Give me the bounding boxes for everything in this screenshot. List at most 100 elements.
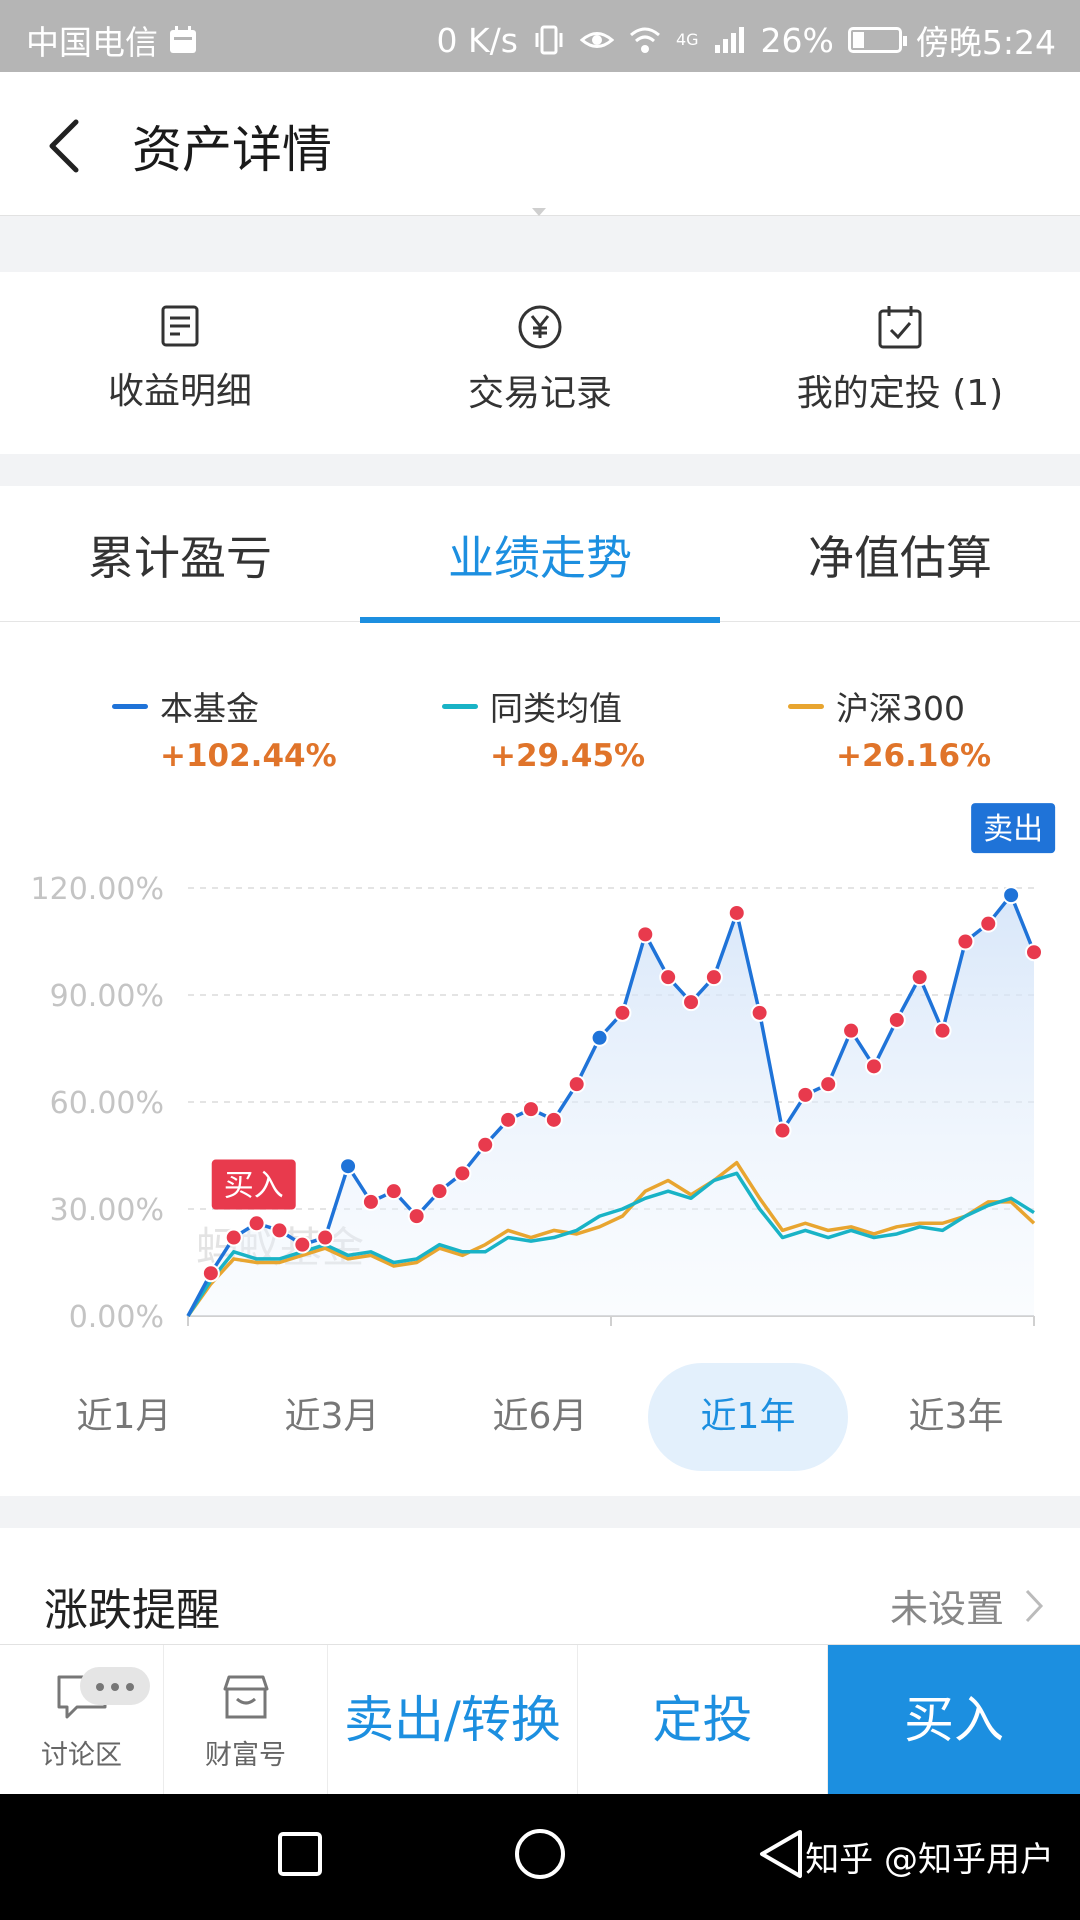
action-bar: 讨论区 财富号 卖出/转换 定投 买入 <box>0 1644 1080 1794</box>
legend-swatch <box>788 703 824 709</box>
buy-point <box>384 1182 403 1201</box>
period-1y[interactable]: 近1年 <box>648 1363 848 1471</box>
sell-point <box>590 1028 609 1047</box>
wifi-icon <box>629 27 660 53</box>
period-3y[interactable]: 近3年 <box>908 1396 1004 1437</box>
home-circle-icon[interactable] <box>512 1826 568 1882</box>
tab-nav-estimate[interactable]: 净值估算 <box>808 531 992 585</box>
back-arrow-icon[interactable] <box>44 116 84 176</box>
series-line-沪深300 <box>186 1160 1036 1318</box>
buy-point <box>842 1021 861 1040</box>
price-alert-status: 未设置 <box>889 1587 1004 1631</box>
quick-links: 收益明细 交易记录 我的定投 (1) <box>0 272 1080 454</box>
buy-point <box>659 968 678 987</box>
buy-point <box>407 1207 426 1226</box>
legend-item-fund: 本基金 +102.44% <box>112 682 337 774</box>
quick-link-trade-records[interactable]: 交易记录 <box>360 272 720 454</box>
tab-performance-trend[interactable]: 业绩走势 <box>360 486 720 623</box>
clock: 傍晚5:24 <box>915 23 1056 62</box>
buy-point <box>361 1192 380 1211</box>
back-triangle-icon[interactable] <box>752 1826 808 1882</box>
system-nav-bar: 知乎 @知乎用户 <box>0 1794 1080 1920</box>
buy-point <box>544 1110 563 1129</box>
chart-legend: 本基金 +102.44% 同类均值 +29.45% 沪深300 +26.16% <box>0 682 1080 782</box>
buy-point <box>293 1235 312 1254</box>
buy-point <box>819 1075 838 1094</box>
buy-point <box>201 1264 220 1283</box>
sell-point <box>1002 886 1021 905</box>
buy-point <box>430 1182 449 1201</box>
buy-point <box>521 1100 540 1119</box>
buy-tag-label: 买入 <box>224 1169 284 1204</box>
network-speed: 0 K/s <box>436 20 518 60</box>
discussion-button[interactable]: 讨论区 <box>0 1645 164 1794</box>
period-1m[interactable]: 近1月 <box>76 1396 172 1437</box>
legend-swatch <box>112 703 148 709</box>
calendar-icon <box>878 306 922 349</box>
quick-link-label: 收益明细 <box>107 371 252 412</box>
vibrate-icon <box>535 25 563 55</box>
quick-link-income-detail[interactable]: 收益明细 <box>0 272 360 454</box>
quick-link-label: 我的定投 (1) <box>796 373 1004 414</box>
period-3m[interactable]: 近3月 <box>284 1396 380 1437</box>
sell-tag <box>971 803 1056 854</box>
legend-item-csi300: 沪深300 +26.16% <box>788 682 991 774</box>
quick-link-my-sip[interactable]: 我的定投 (1) <box>720 272 1080 454</box>
buy-point <box>933 1021 952 1040</box>
buy-point <box>796 1085 815 1104</box>
eye-icon <box>579 32 614 48</box>
buy-point <box>499 1110 518 1129</box>
battery-percent: 26% <box>760 20 834 60</box>
legend-swatch <box>442 703 478 709</box>
watermark: 知乎 @知乎用户 <box>805 1840 1054 1880</box>
carrier-label: 中国电信 <box>26 23 158 62</box>
buy-point <box>773 1121 792 1140</box>
calendar-notification-icon <box>170 26 196 53</box>
legend-item-peer-average: 同类均值 +29.45% <box>442 682 645 774</box>
quick-link-label: 交易记录 <box>467 373 612 414</box>
collapse-caret-icon[interactable] <box>532 208 546 216</box>
buy-point <box>682 993 701 1012</box>
recents-square-icon[interactable] <box>276 1826 326 1882</box>
buy-point <box>727 903 746 922</box>
sell-convert-button[interactable]: 卖出/转换 <box>328 1645 578 1794</box>
buy-point <box>567 1075 586 1094</box>
document-icon <box>161 305 199 347</box>
buy-point <box>316 1228 335 1247</box>
period-selector: 近1月 近3月 近6月 近1年 近3年 <box>0 1362 1080 1472</box>
y-tick-label: 30.00% <box>50 1193 164 1228</box>
legend-name: 本基金 <box>160 689 259 728</box>
buy-tag <box>211 1159 296 1210</box>
legend-name: 同类均值 <box>490 689 622 728</box>
sip-button[interactable]: 定投 <box>578 1645 828 1794</box>
sell-point <box>339 1157 358 1176</box>
price-alert-title: 涨跌提醒 <box>44 1585 220 1636</box>
legend-value: +29.45% <box>490 738 646 774</box>
buy-point <box>979 914 998 933</box>
legend-value: +102.44% <box>160 738 337 774</box>
buy-point <box>453 1164 472 1183</box>
y-tick-label: 0.00% <box>69 1300 164 1335</box>
fund-area <box>188 895 1034 1316</box>
wealth-account-button[interactable]: 财富号 <box>164 1645 328 1794</box>
buy-point <box>224 1228 243 1247</box>
more-icon <box>80 1667 150 1705</box>
buy-point <box>1025 943 1043 962</box>
wealth-account-label: 财富号 <box>205 1740 286 1771</box>
buy-point <box>270 1221 289 1240</box>
performance-chart[interactable]: 120.00%90.00%60.00%30.00%0.00%2020-06-18… <box>0 744 1080 1344</box>
discussion-label: 讨论区 <box>41 1740 122 1771</box>
performance-card: 累计盈亏 业绩走势 净值估算 本基金 +102.44% 同类均值 +29.45%… <box>0 486 1080 1496</box>
chevron-right-icon <box>1025 1589 1044 1623</box>
buy-point <box>887 1010 906 1029</box>
tab-cumulative-pnl[interactable]: 累计盈亏 <box>88 531 272 585</box>
period-6m[interactable]: 近6月 <box>492 1396 588 1437</box>
header: 资产详情 <box>0 72 1080 216</box>
buy-point <box>704 968 723 987</box>
buy-button[interactable]: 买入 <box>828 1645 1080 1794</box>
sell-tag-label: 卖出 <box>983 812 1043 847</box>
buy-point <box>750 1003 769 1022</box>
buy-point <box>613 1003 632 1022</box>
buy-point <box>910 968 929 987</box>
buy-point <box>247 1214 266 1233</box>
